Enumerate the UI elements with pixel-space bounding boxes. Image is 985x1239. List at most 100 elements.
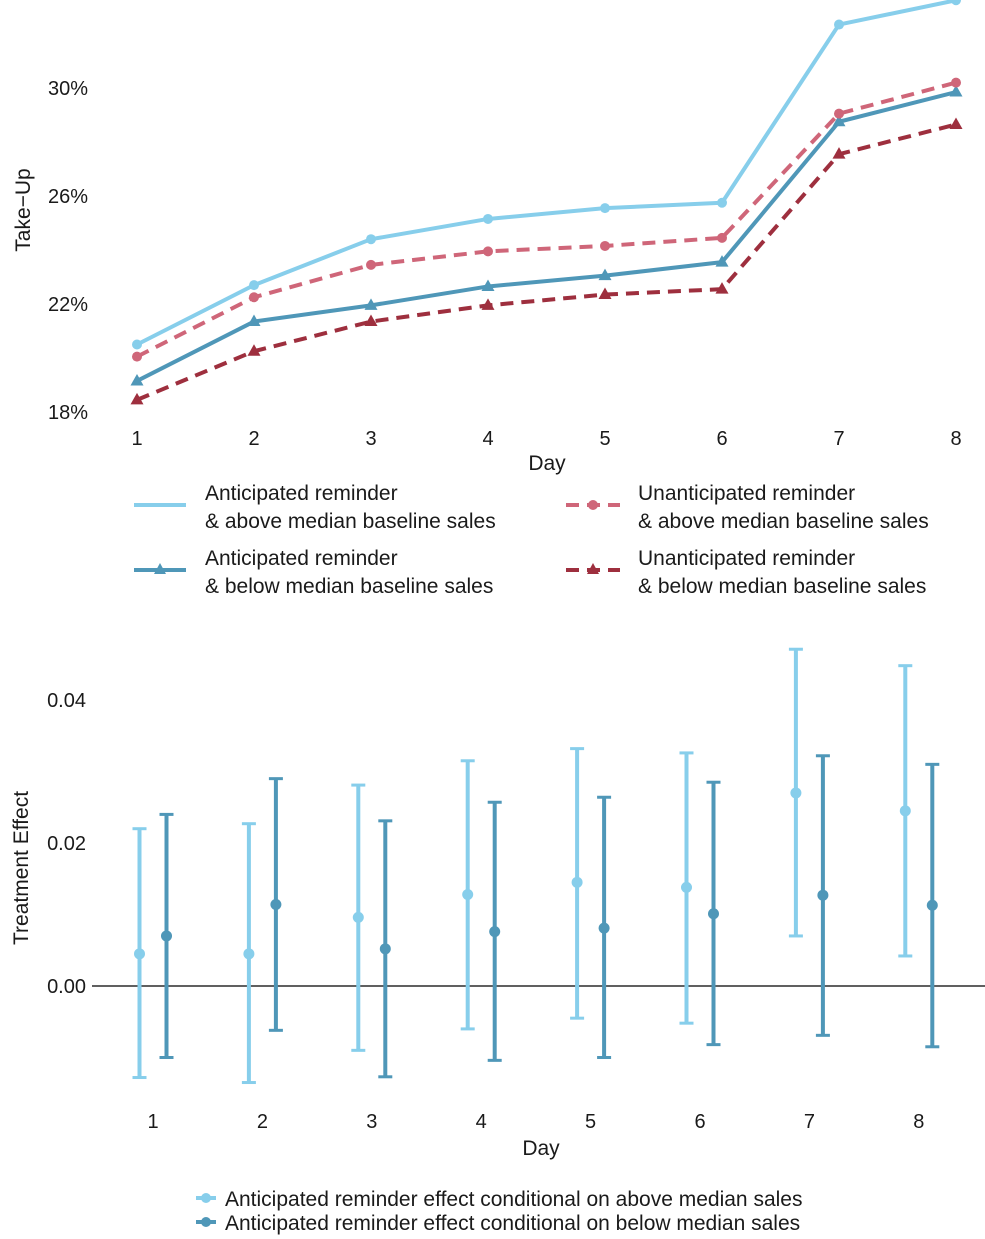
legend-label: Anticipated reminder effect conditional …	[225, 1188, 802, 1211]
series-line	[136, 0, 957, 347]
take-up-y-tick-label: 22%	[48, 294, 88, 316]
take-up-y-tick-label: 30%	[48, 78, 88, 100]
point-estimate	[161, 930, 172, 942]
point-estimate	[708, 908, 719, 920]
legend-label-line2: & above median baseline sales	[638, 510, 929, 533]
data-point-triangle	[481, 279, 495, 291]
point-estimate	[790, 787, 802, 799]
point-estimate	[817, 889, 829, 901]
take-up-legend: Anticipated reminder & above median base…	[134, 482, 929, 598]
data-point-circle	[366, 234, 376, 245]
treatment-y-tick-labels: 0.00 0.02 0.04	[47, 690, 86, 998]
point-estimate	[134, 948, 145, 960]
treatment-x-axis-title: Day	[522, 1137, 560, 1160]
data-point-triangle	[247, 344, 261, 356]
legend-item-anticipated-below: Anticipated reminder & below median base…	[134, 547, 493, 598]
take-up-x-tick-label: 7	[833, 428, 844, 450]
treatment-x-tick-label: 3	[366, 1111, 377, 1133]
treatment-y-tick-label: 0.02	[47, 833, 86, 855]
data-point-triangle	[598, 268, 612, 281]
take-up-x-tick-label: 6	[716, 428, 727, 450]
treatment-y-tick-label: 0.04	[47, 690, 86, 712]
legend-item-above-median-effect: Anticipated reminder effect conditional …	[196, 1188, 802, 1211]
take-up-x-tick-label: 1	[131, 428, 142, 450]
data-point-triangle	[481, 298, 495, 310]
treatment-y-tick-label: 0.00	[47, 976, 86, 998]
point-estimate	[681, 881, 692, 893]
point-estimate	[352, 911, 364, 923]
treatment-x-tick-label: 2	[257, 1111, 268, 1133]
legend-item-unanticipated-below: Unanticipated reminder & below median ba…	[566, 547, 926, 598]
data-point-circle	[951, 0, 961, 6]
legend-marker-triangle	[587, 563, 599, 574]
legend-marker-triangle	[154, 563, 166, 574]
data-point-circle	[951, 77, 961, 88]
data-point-circle	[717, 197, 727, 208]
take-up-x-tick-label: 3	[365, 428, 376, 450]
data-point-circle	[483, 213, 493, 224]
series-line	[136, 122, 957, 402]
take-up-line-chart: 18% 22% 26% 30% 1 2 3 4 5 6 7 8 Day Take−Up	[12, 0, 963, 475]
data-point-circle	[834, 19, 844, 30]
data-point-triangle	[130, 392, 144, 405]
data-point-triangle	[130, 373, 144, 386]
point-estimate	[243, 948, 255, 960]
point-estimate	[598, 922, 610, 934]
treatment-x-tick-labels: 1 2 3 4 5 6 7 8	[147, 1111, 924, 1133]
data-point-circle	[249, 280, 259, 291]
legend-item-unanticipated-above: Unanticipated reminder & above median ba…	[566, 482, 929, 533]
data-point-triangle	[598, 287, 612, 300]
legend-item-anticipated-above: Anticipated reminder & above median base…	[134, 482, 496, 533]
legend-marker-circle	[201, 1217, 211, 1227]
legend-label: Anticipated reminder effect conditional …	[225, 1212, 800, 1235]
treatment-x-tick-label: 6	[694, 1111, 705, 1133]
series-line	[136, 80, 957, 359]
data-point-circle	[249, 292, 259, 303]
treatment-x-tick-label: 1	[147, 1111, 158, 1133]
take-up-x-tick-label: 4	[482, 428, 493, 450]
point-estimate	[571, 876, 583, 888]
data-point-triangle	[715, 255, 729, 267]
legend-label-line2: & above median baseline sales	[205, 510, 496, 533]
legend-item-below-median-effect: Anticipated reminder effect conditional …	[196, 1212, 800, 1235]
data-point-circle	[600, 203, 610, 214]
legend-marker-circle	[588, 500, 598, 510]
data-point-circle	[132, 339, 142, 350]
data-point-triangle	[832, 114, 846, 127]
take-up-y-tick-label: 18%	[48, 402, 88, 424]
point-estimate	[379, 943, 391, 955]
data-point-triangle	[247, 314, 261, 327]
legend-label-line1: Anticipated reminder	[205, 547, 398, 570]
legend-marker-circle	[201, 1193, 211, 1203]
take-up-y-tick-label: 26%	[48, 186, 88, 208]
treatment-series-group	[132, 647, 940, 1085]
legend-label-line1: Unanticipated reminder	[638, 547, 855, 570]
series-line	[136, 90, 957, 383]
point-estimate	[270, 898, 282, 910]
point-estimate	[899, 805, 911, 817]
point-estimate	[926, 899, 938, 911]
legend-label-line1: Anticipated reminder	[205, 482, 398, 505]
legend-label-line2: & below median baseline sales	[205, 575, 493, 598]
treatment-effect-errorbar-chart: 0.00 0.02 0.04 1 2 3 4 5 6 7 8 Day Treatment Effe…	[10, 647, 985, 1160]
data-point-triangle	[364, 314, 378, 327]
take-up-x-tick-label: 2	[248, 428, 259, 450]
data-point-circle	[834, 108, 844, 119]
legend-label-line2: & below median baseline sales	[638, 575, 926, 598]
point-estimate	[462, 888, 474, 900]
data-point-triangle	[949, 85, 963, 97]
data-point-circle	[366, 259, 376, 270]
legend-label-line1: Unanticipated reminder	[638, 482, 855, 505]
data-point-triangle	[715, 282, 729, 294]
data-point-triangle	[832, 147, 846, 159]
data-point-triangle	[364, 298, 378, 310]
data-point-circle	[132, 351, 142, 362]
take-up-y-axis-title: Take−Up	[12, 168, 35, 251]
data-point-circle	[483, 246, 493, 257]
treatment-x-tick-label: 4	[476, 1111, 487, 1133]
treatment-legend: Anticipated reminder effect conditional …	[196, 1188, 802, 1235]
treatment-y-axis-title: Treatment Effect	[10, 791, 33, 945]
take-up-x-axis-title: Day	[528, 452, 566, 475]
treatment-x-tick-label: 5	[585, 1111, 596, 1133]
